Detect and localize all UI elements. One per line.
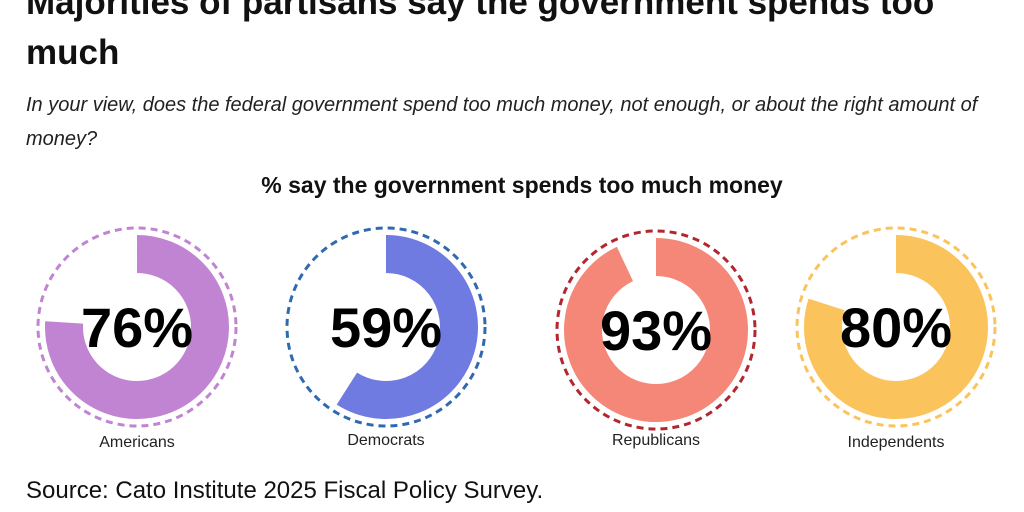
donut-outline-republicans — [555, 229, 757, 431]
value-label-independents: 80% — [840, 296, 952, 359]
donut-arc-republicans — [564, 238, 748, 422]
category-label-republicans: Republicans — [612, 432, 700, 449]
category-label-americans: Americans — [99, 434, 175, 451]
chart-heading: % say the government spends too much mon… — [261, 172, 783, 198]
donut-republicans: 93% Republicans — [555, 229, 757, 449]
donut-arc-americans — [45, 235, 229, 419]
donut-arc-independents — [804, 235, 988, 419]
donut-americans: 76% Americans — [36, 226, 238, 451]
category-label-independents: Independents — [848, 434, 945, 451]
donut-outline-americans — [36, 226, 238, 428]
donut-democrats: 59% Democrats — [285, 226, 487, 449]
donut-outline-independents — [795, 226, 997, 428]
chart-title: Majorities of partisans say the governme… — [26, 0, 935, 72]
donut-arc-democrats — [336, 235, 478, 419]
category-label-democrats: Democrats — [347, 432, 424, 449]
donut-independents: 80% Independents — [795, 226, 997, 451]
value-label-americans: 76% — [81, 296, 193, 359]
survey-question: In your view, does the federal governmen… — [26, 94, 978, 150]
source-note: Source: Cato Institute 2025 Fiscal Polic… — [26, 477, 544, 504]
value-label-democrats: 59% — [330, 296, 442, 359]
value-label-republicans: 93% — [600, 299, 712, 362]
donut-outline-democrats — [285, 226, 487, 428]
